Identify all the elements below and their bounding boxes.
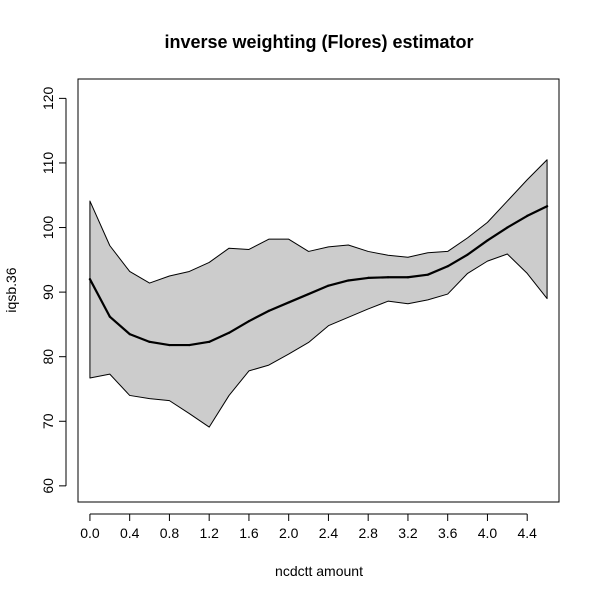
estimate-point (148, 340, 151, 343)
y-tick-label: 110 (40, 152, 56, 175)
estimate-point (188, 343, 191, 347)
x-axis: 0.0 0.4 0.8 1.2 1.6 2.0 2.4 2.8 3.2 3.6 4.0 4.4 (80, 513, 537, 541)
x-axis-label: ncdctt amount (275, 563, 363, 579)
confidence-band (89, 159, 548, 428)
estimate-point (386, 276, 390, 279)
estimate-point (168, 343, 171, 347)
estimate-point (347, 279, 350, 282)
x-tick-label: 0.4 (120, 525, 140, 541)
estimate-point (526, 214, 529, 218)
plot-frame (77, 78, 560, 503)
estimate-point (327, 284, 330, 287)
estimate-point (208, 340, 211, 343)
estimate-point (367, 276, 370, 280)
x-tick-label: 4.4 (517, 525, 537, 541)
estimate-point (446, 265, 449, 268)
estimate-point (128, 332, 131, 336)
x-tick-label: 2.4 (319, 525, 339, 541)
estimate-point (307, 292, 310, 296)
estimate-point (267, 309, 270, 312)
estimate-point (466, 253, 469, 256)
x-tick-label: 1.2 (199, 525, 219, 541)
estimate-point (247, 320, 251, 323)
estimate-point (287, 301, 290, 304)
y-tick-label: 60 (40, 478, 56, 494)
y-tick-label: 120 (40, 86, 56, 110)
x-tick-label: 1.6 (239, 525, 259, 541)
y-axis-label: iqsb.36 (3, 267, 19, 312)
plot-area (88, 159, 549, 428)
estimate-point (486, 239, 489, 242)
x-tick-label: 3.2 (398, 525, 418, 541)
x-tick-label: 2.0 (279, 525, 299, 541)
estimate-point (406, 276, 410, 279)
chart-title: inverse weighting (Flores) estimator (164, 32, 473, 52)
estimate-point (108, 315, 111, 318)
x-tick-label: 4.0 (478, 525, 498, 541)
x-tick-label: 0.8 (160, 525, 180, 541)
y-tick-label: 80 (40, 349, 56, 365)
y-tick-label: 70 (40, 413, 56, 429)
x-tick-label: 3.6 (438, 525, 458, 541)
x-tick-label: 0.0 (80, 525, 100, 541)
y-tick-label: 100 (40, 216, 56, 240)
y-axis: 60 70 80 90 100 110 120 (40, 86, 67, 494)
x-tick-label: 2.8 (358, 525, 378, 541)
estimate-point (426, 273, 429, 276)
estimate-line (88, 205, 549, 347)
y-tick-label: 90 (40, 284, 56, 300)
estimate-point (88, 278, 92, 281)
estimate-point (545, 205, 549, 208)
estimate-point (506, 226, 509, 229)
estimate-point (227, 331, 231, 334)
